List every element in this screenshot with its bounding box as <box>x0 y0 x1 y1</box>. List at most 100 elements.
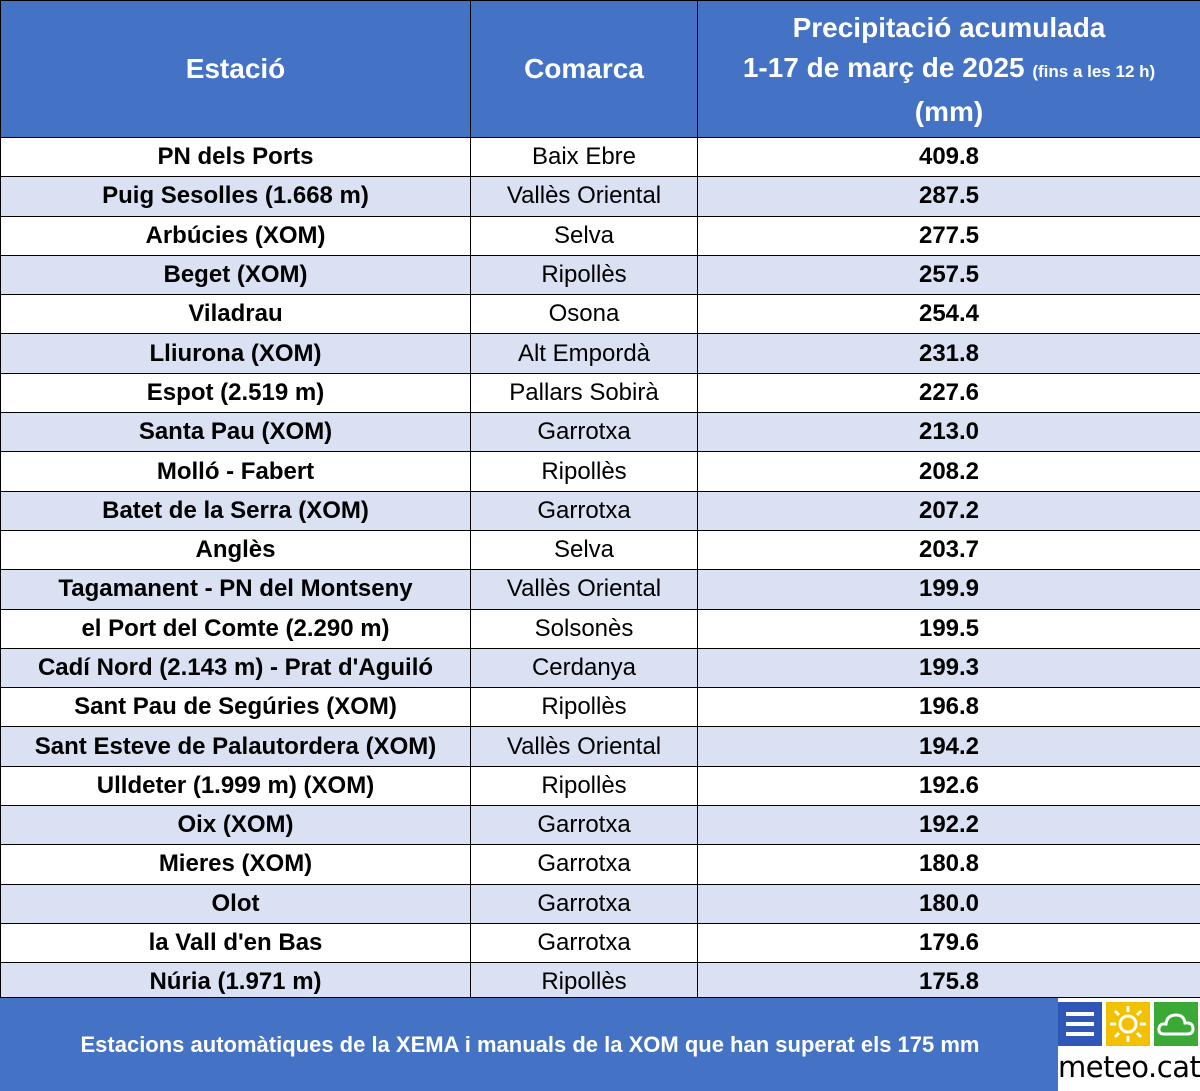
sun-icon <box>1106 1002 1150 1046</box>
header-comarca: Comarca <box>470 0 698 138</box>
table-row: Beget (XOM) Ripollès 257.5 <box>0 254 1200 296</box>
table-row: Batet de la Serra (XOM) Garrotxa 207.2 <box>0 490 1200 531</box>
table-row: Olot Garrotxa 180.0 <box>0 883 1200 924</box>
precipitation-value: 199.9 <box>697 569 1200 610</box>
station-cell: el Port del Comte (2.290 m) <box>0 608 471 649</box>
comarca-cell: Vallès Oriental <box>470 726 698 767</box>
meteocat-logo: meteo.cat <box>1058 998 1200 1091</box>
comarca-cell: Selva <box>470 529 698 571</box>
precipitation-value: 254.4 <box>697 294 1200 335</box>
comarca-cell: Garrotxa <box>470 883 698 924</box>
header-unit: (mm) <box>914 96 984 127</box>
comarca-cell: Pallars Sobirà <box>470 372 698 414</box>
comarca-cell: Ripollès <box>470 254 698 296</box>
precipitation-value: 194.2 <box>697 726 1200 767</box>
table-row: Espot (2.519 m) Pallars Sobirà 227.6 <box>0 372 1200 414</box>
station-cell: Olot <box>0 883 471 924</box>
header-precip-line2: 1-17 de març de 2025 (fins a les 12 h) <box>698 48 1200 92</box>
comarca-cell: Selva <box>470 215 698 256</box>
precipitation-value: 180.8 <box>697 844 1200 885</box>
precipitation-value: 277.5 <box>697 215 1200 256</box>
table-row: Viladrau Osona 254.4 <box>0 294 1200 335</box>
table-row: el Port del Comte (2.290 m) Solsonès 199.5 <box>0 608 1200 649</box>
comarca-cell: Ripollès <box>470 962 698 1003</box>
station-cell: Molló - Fabert <box>0 451 471 492</box>
station-cell: Espot (2.519 m) <box>0 372 471 414</box>
precipitation-value: 207.2 <box>697 490 1200 531</box>
header-precip-line1: Precipitació acumulada <box>792 12 1106 43</box>
station-cell: Sant Pau de Segúries (XOM) <box>0 687 471 728</box>
precipitation-value: 409.8 <box>697 136 1200 178</box>
cloud-icon <box>1154 1002 1198 1046</box>
comarca-cell: Garrotxa <box>470 412 698 453</box>
comarca-cell: Osona <box>470 294 698 335</box>
precipitation-value: 287.5 <box>697 176 1200 217</box>
table-header-row: Estació Comarca Precipitació acumulada 1… <box>0 0 1200 138</box>
logo-text: meteo.cat <box>1058 1050 1200 1084</box>
precipitation-value: 180.0 <box>697 883 1200 924</box>
table-row: Sant Esteve de Palautordera (XOM) Vallès … <box>0 726 1200 767</box>
station-cell: Anglès <box>0 529 471 571</box>
fog-icon <box>1058 1002 1102 1046</box>
precipitation-value: 192.6 <box>697 765 1200 807</box>
table-row: Anglès Selva 203.7 <box>0 529 1200 571</box>
precipitation-value: 199.5 <box>697 608 1200 649</box>
precipitation-value: 196.8 <box>697 687 1200 728</box>
header-date-range: 1-17 de març de 2025 <box>742 52 1025 83</box>
table-row: Cadí Nord (2.143 m) - Prat d'Aguiló Cerda… <box>0 647 1200 689</box>
precipitation-value: 199.3 <box>697 647 1200 689</box>
station-cell: Mieres (XOM) <box>0 844 471 885</box>
comarca-cell: Garrotxa <box>470 922 698 964</box>
precipitation-value: 231.8 <box>697 333 1200 374</box>
precipitation-value: 179.6 <box>697 922 1200 964</box>
station-cell: Tagamanent - PN del Montseny <box>0 569 471 610</box>
station-cell: PN dels Ports <box>0 136 471 178</box>
table-row: Puig Sesolles (1.668 m) Vallès Oriental 28… <box>0 176 1200 217</box>
footer-banner: Estacions automàtiques de la XEMA i manu… <box>0 997 1200 1091</box>
precipitation-table: Estació Comarca Precipitació acumulada 1… <box>0 0 1200 1003</box>
comarca-cell: Cerdanya <box>470 647 698 689</box>
table-row: PN dels Ports Baix Ebre 409.8 <box>0 136 1200 178</box>
table-row: Oix (XOM) Garrotxa 192.2 <box>0 805 1200 846</box>
station-cell: Lliurona (XOM) <box>0 333 471 374</box>
comarca-cell: Garrotxa <box>470 490 698 531</box>
table-row: Sant Pau de Segúries (XOM) Ripollès 196.8 <box>0 687 1200 728</box>
station-cell: Cadí Nord (2.143 m) - Prat d'Aguiló <box>0 647 471 689</box>
table-row: Ulldeter (1.999 m) (XOM) Ripollès 192.6 <box>0 765 1200 807</box>
table-row: la Vall d'en Bas Garrotxa 179.6 <box>0 922 1200 964</box>
precipitation-value: 208.2 <box>697 451 1200 492</box>
table-body: PN dels Ports Baix Ebre 409.8 Puig Sesolles… <box>0 136 1200 1003</box>
station-cell: la Vall d'en Bas <box>0 922 471 964</box>
comarca-cell: Ripollès <box>470 451 698 492</box>
station-cell: Viladrau <box>0 294 471 335</box>
station-cell: Sant Esteve de Palautordera (XOM) <box>0 726 471 767</box>
header-precipitation: Precipitació acumulada 1-17 de març de 2… <box>697 0 1200 138</box>
table-row: Arbúcies (XOM) Selva 277.5 <box>0 215 1200 256</box>
comarca-cell: Solsonès <box>470 608 698 649</box>
table-row: Mieres (XOM) Garrotxa 180.8 <box>0 844 1200 885</box>
station-cell: Batet de la Serra (XOM) <box>0 490 471 531</box>
header-station: Estació <box>0 0 471 138</box>
precipitation-value: 257.5 <box>697 254 1200 296</box>
comarca-cell: Garrotxa <box>470 844 698 885</box>
comarca-cell: Ripollès <box>470 765 698 807</box>
comarca-cell: Garrotxa <box>470 805 698 846</box>
station-cell: Beget (XOM) <box>0 254 471 296</box>
station-cell: Ulldeter (1.999 m) (XOM) <box>0 765 471 807</box>
footer-text: Estacions automàtiques de la XEMA i manu… <box>80 1032 980 1057</box>
precipitation-value: 192.2 <box>697 805 1200 846</box>
comarca-cell: Vallès Oriental <box>470 569 698 610</box>
comarca-cell: Vallès Oriental <box>470 176 698 217</box>
station-cell: Santa Pau (XOM) <box>0 412 471 453</box>
table-row: Lliurona (XOM) Alt Empordà 231.8 <box>0 333 1200 374</box>
table-row: Molló - Fabert Ripollès 208.2 <box>0 451 1200 492</box>
comarca-cell: Baix Ebre <box>470 136 698 178</box>
comarca-cell: Alt Empordà <box>470 333 698 374</box>
table-row: Santa Pau (XOM) Garrotxa 213.0 <box>0 412 1200 453</box>
station-cell: Oix (XOM) <box>0 805 471 846</box>
station-cell: Núria (1.971 m) <box>0 962 471 1003</box>
station-cell: Arbúcies (XOM) <box>0 215 471 256</box>
comarca-cell: Ripollès <box>470 687 698 728</box>
precipitation-value: 203.7 <box>697 529 1200 571</box>
table-row: Tagamanent - PN del Montseny Vallès Orien… <box>0 569 1200 610</box>
